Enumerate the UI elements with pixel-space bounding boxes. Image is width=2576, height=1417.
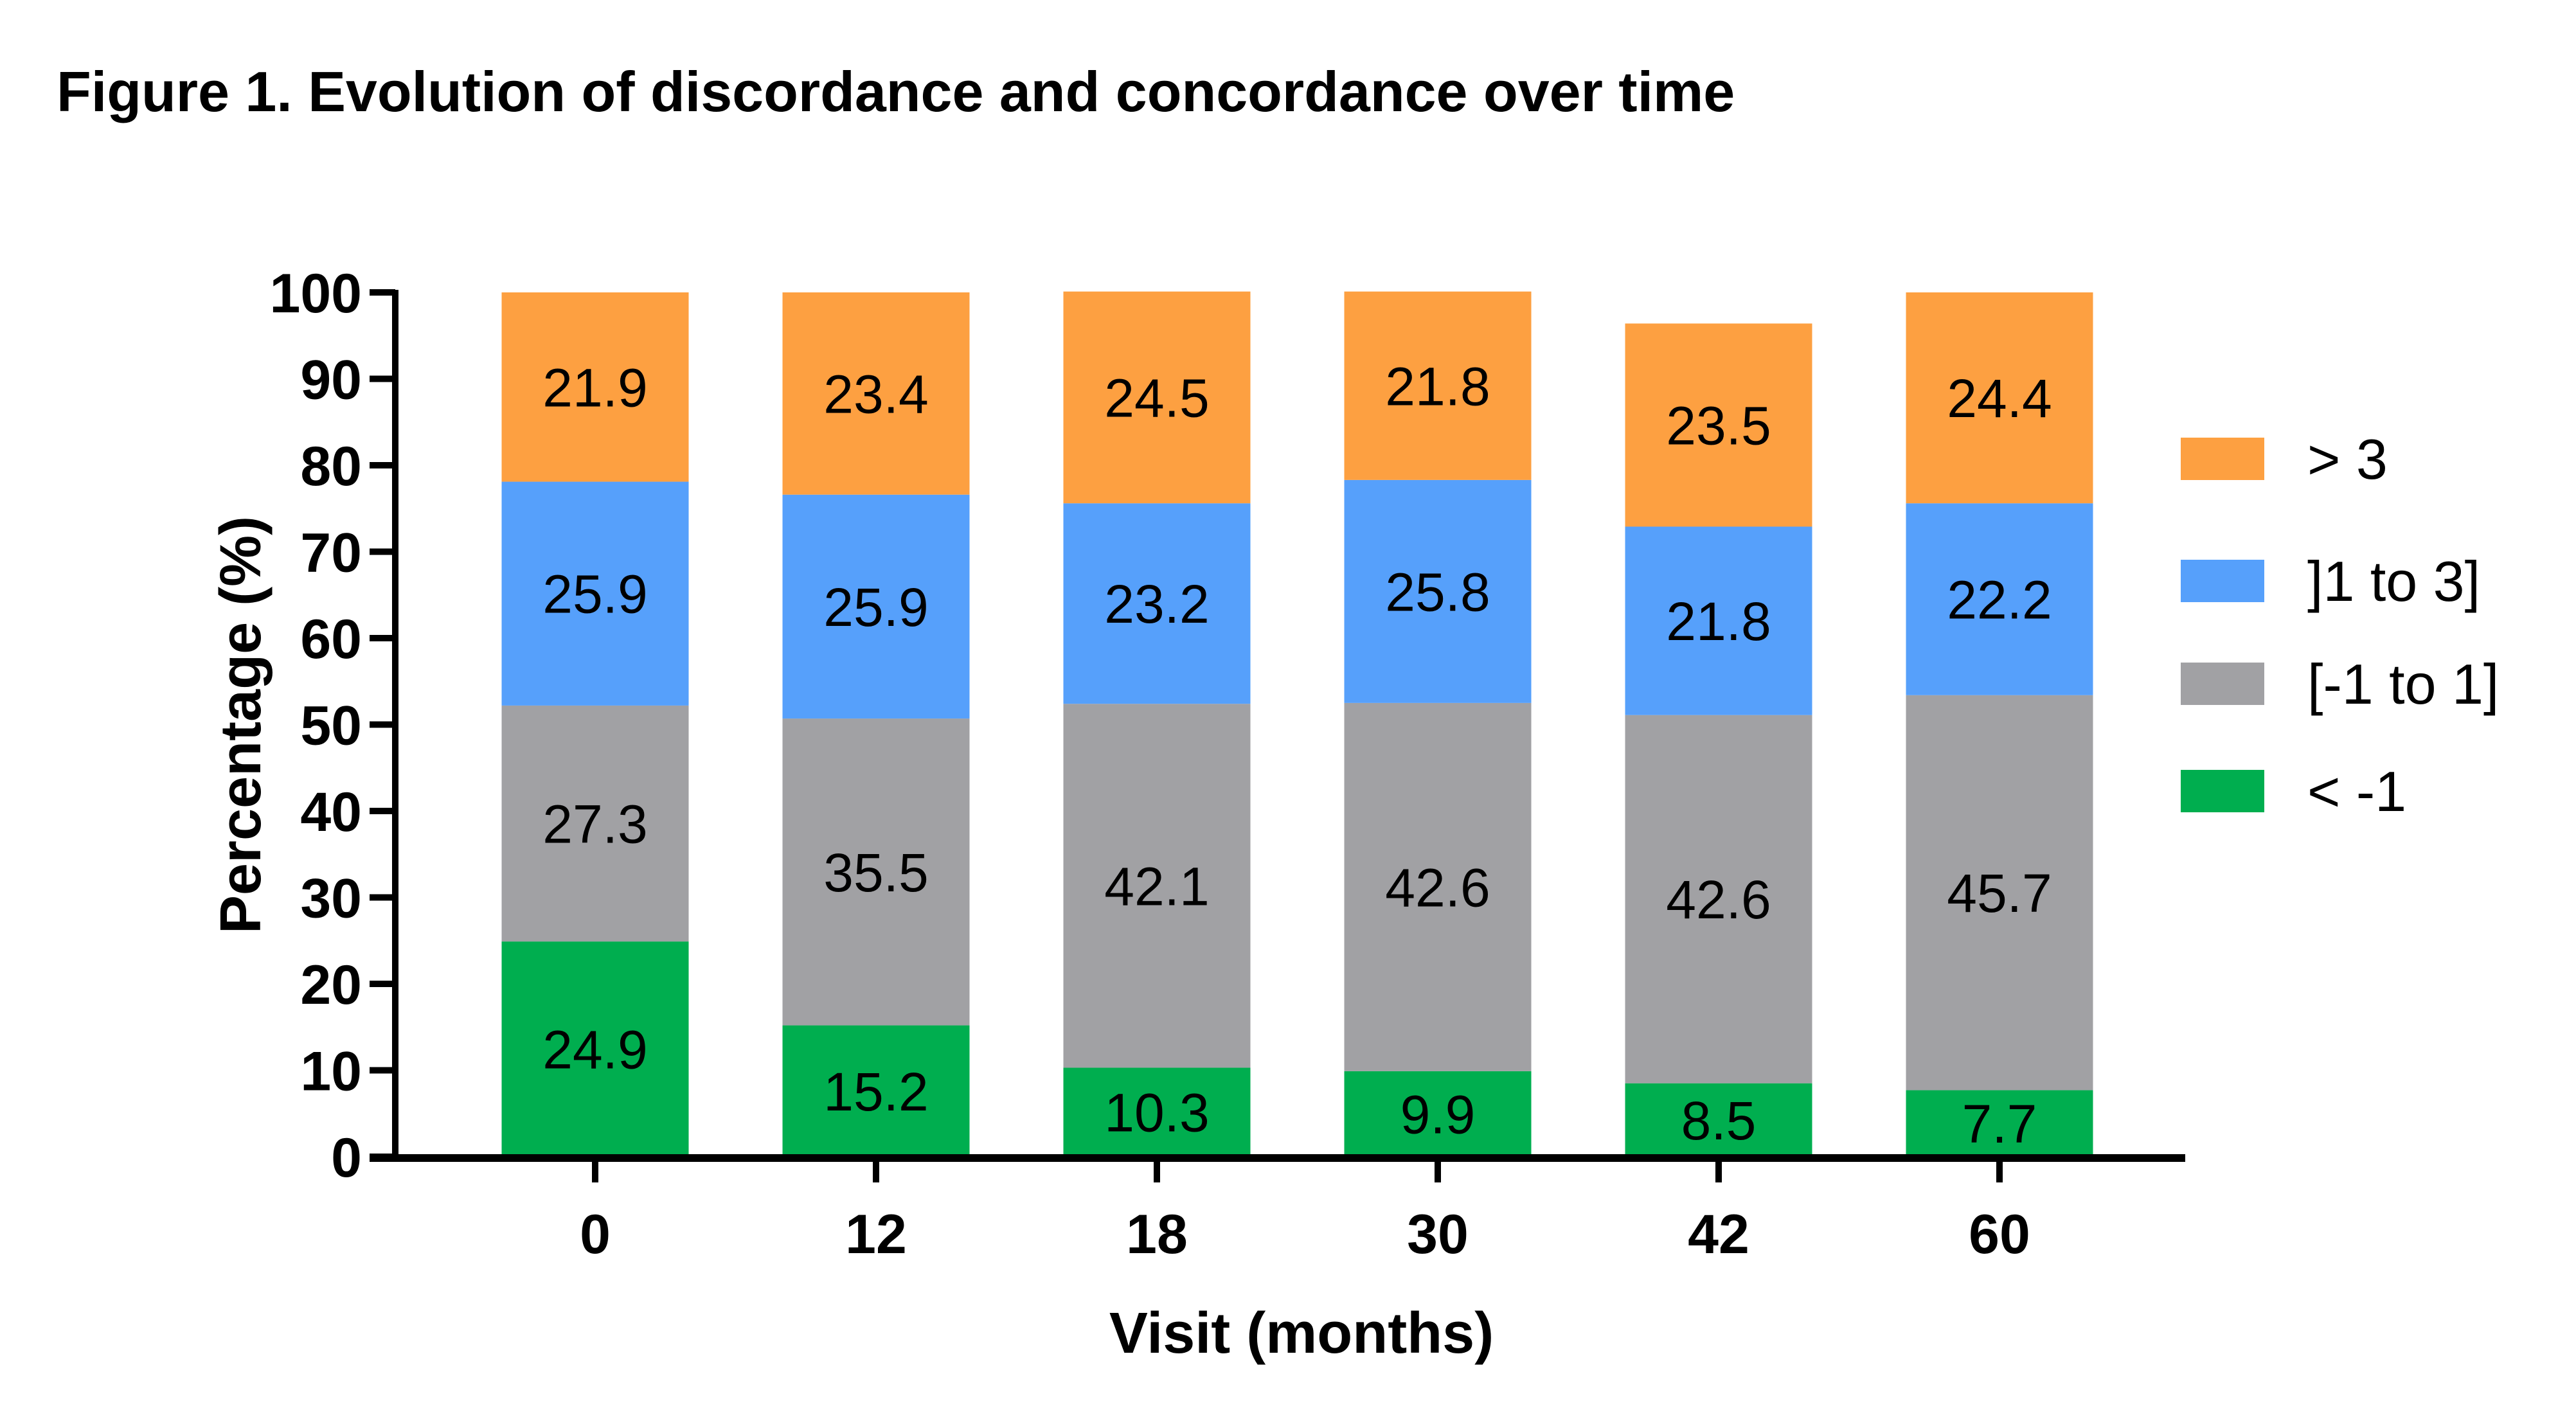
y-axis-title: Percentage (%): [209, 516, 273, 934]
bar-segment: [1344, 479, 1532, 703]
y-tick-label: 10: [300, 1041, 362, 1103]
bar-segment: [1063, 704, 1251, 1068]
axes-group: 0 10 20 30 40 50 60 70 80 90 100 0 12 18 30 42 60: [270, 263, 2185, 1265]
bar-segment: [1906, 292, 2093, 504]
x-tick-label: 0: [580, 1204, 611, 1265]
legend-item: < -1: [2181, 760, 2406, 823]
bar-segment: [1906, 1090, 2093, 1157]
data-label: 21.8: [1385, 356, 1490, 416]
legend-swatch: [2181, 560, 2264, 602]
y-tick-label: 30: [300, 868, 362, 930]
bar-segment: [501, 292, 689, 482]
y-tick-label: 70: [300, 522, 362, 584]
data-label: 42.6: [1666, 869, 1771, 930]
legend: > 3 ]1 to 3] [-1 to 1] < -1: [2181, 427, 2499, 823]
data-label: 21.8: [1666, 591, 1771, 652]
y-tick-label: 50: [300, 695, 362, 757]
bars-group: [501, 291, 2093, 1157]
data-label: 23.2: [1104, 574, 1210, 634]
x-tick-label: 60: [1969, 1204, 2030, 1265]
x-tick-label: 42: [1688, 1204, 1749, 1265]
figure-title: Figure 1. Evolution of discordance and c…: [57, 60, 1735, 123]
data-label: 9.9: [1400, 1084, 1476, 1145]
y-tick-label: 90: [300, 350, 362, 411]
x-tick-label: 18: [1126, 1204, 1188, 1265]
y-tick-label: 0: [331, 1127, 362, 1189]
legend-label: [-1 to 1]: [2307, 652, 2499, 716]
bar-segment: [782, 718, 970, 1026]
y-tick-label: 40: [300, 781, 362, 843]
legend-item: > 3: [2181, 427, 2388, 491]
data-label: 25.8: [1385, 562, 1490, 622]
legend-swatch: [2181, 438, 2264, 480]
bar-segment: [1344, 702, 1532, 1071]
data-label: 10.3: [1104, 1083, 1210, 1143]
bar-segment: [1063, 503, 1251, 704]
bar-segment: [1344, 291, 1532, 480]
data-label: 25.9: [542, 564, 648, 625]
x-axis-title: Visit (months): [1109, 1301, 1494, 1366]
data-label: 23.5: [1666, 395, 1771, 456]
bar-segment: [1063, 1067, 1251, 1157]
data-label: 24.4: [1947, 368, 2052, 429]
data-label: 42.6: [1385, 857, 1490, 918]
bar-segment: [501, 481, 689, 706]
data-labels-group: 24.9 27.3 25.9 21.9 15.2 35.5 25.9 23.4 10.3 42.1…: [542, 356, 2052, 1154]
bar-segment: [1625, 1083, 1812, 1157]
bar-segment: [1906, 695, 2093, 1091]
y-tick-label: 80: [300, 436, 362, 497]
bar-segment: [782, 292, 970, 495]
legend-swatch: [2181, 770, 2264, 812]
bar-segment: [1063, 291, 1251, 504]
data-label: 8.5: [1681, 1091, 1757, 1151]
data-label: 42.1: [1104, 856, 1210, 916]
data-label: 21.9: [542, 357, 648, 418]
bar-segment: [1625, 323, 1812, 527]
legend-label: ]1 to 3]: [2307, 549, 2480, 613]
bar-segment: [782, 494, 970, 719]
data-label: 24.5: [1104, 368, 1210, 428]
bar-segment: [782, 1025, 970, 1157]
legend-item: ]1 to 3]: [2181, 549, 2480, 613]
data-label: 7.7: [1962, 1094, 2037, 1154]
bar-segment: [501, 941, 689, 1157]
data-label: 35.5: [823, 842, 929, 903]
data-label: 22.2: [1947, 569, 2052, 630]
data-label: 24.9: [542, 1020, 648, 1080]
legend-label: > 3: [2307, 427, 2388, 491]
bar-segment: [1625, 526, 1812, 715]
x-tick-label: 12: [845, 1204, 907, 1265]
y-tick-label: 20: [300, 954, 362, 1016]
y-tick-label: 60: [300, 609, 362, 670]
data-label: 45.7: [1947, 863, 2052, 923]
bar-segment: [1906, 503, 2093, 695]
x-tick-label: 30: [1407, 1204, 1469, 1265]
data-label: 15.2: [823, 1062, 929, 1122]
y-tick-label: 100: [270, 263, 362, 325]
legend-label: < -1: [2307, 760, 2406, 823]
data-label: 27.3: [542, 794, 648, 855]
legend-swatch: [2181, 663, 2264, 705]
bar-segment: [501, 705, 689, 942]
data-label: 25.9: [823, 577, 929, 637]
legend-item: [-1 to 1]: [2181, 652, 2499, 716]
bar-segment: [1344, 1071, 1532, 1157]
bar-segment: [1625, 715, 1812, 1083]
data-label: 23.4: [823, 364, 929, 424]
